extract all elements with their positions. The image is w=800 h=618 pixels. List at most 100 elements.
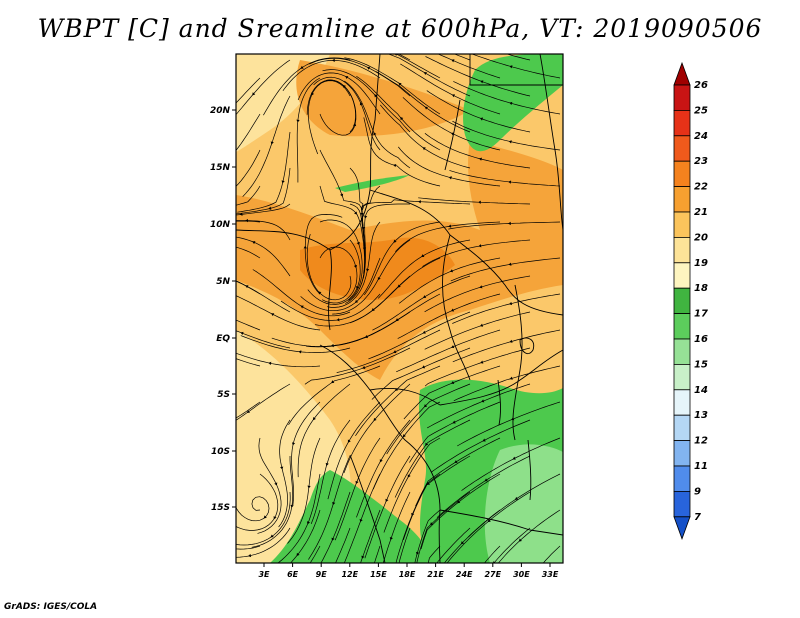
streamline-arrow [345,76,349,79]
streamline [252,269,351,317]
streamline [306,79,356,133]
streamline-arrow [245,218,249,223]
lon-label: 21E [427,570,444,579]
streamline [382,491,411,563]
colorbar-label: 18 [694,283,708,294]
streamline [297,72,381,115]
streamline [334,437,381,541]
streamline [424,133,531,169]
streamline [364,221,441,296]
streamline [394,419,471,498]
streamline-arrow [274,482,278,486]
streamline [397,293,501,339]
streamline-arrow [518,538,522,542]
streamline [236,236,291,277]
streamline [309,545,321,563]
streamline [288,365,381,425]
grads-credit: GrADS: IGES/COLA [4,602,98,612]
streamline-arrow [421,254,425,257]
streamline-arrow [479,323,484,327]
streamline [236,167,291,215]
streamline-arrow [484,478,488,482]
streamline-arrow [478,244,482,248]
wbpt-region-green-northeast [463,54,563,152]
streamline-arrow [239,212,243,216]
streamline [236,220,261,223]
streamline-arrow [290,504,294,508]
streamline [236,527,291,558]
streamline-arrow [400,117,404,121]
streamline-arrow [300,305,304,309]
colorbar-label: 17 [694,309,708,320]
lon-label: 24E [456,570,473,579]
colorbar-swatch [673,465,691,492]
streamline-arrow [450,308,455,312]
streamline-arrow [508,221,511,226]
lon-label: 9E [316,570,328,579]
streamline-arrow [424,106,428,110]
streamline [236,185,261,206]
streamline [313,76,381,151]
colorbar-label: 7 [694,512,701,523]
streamline-arrow [511,417,515,421]
streamline-arrow [296,119,300,123]
streamline-arrow [426,481,431,485]
colorbar-label: 14 [694,385,708,396]
wbpt-region-orange-east [468,140,563,246]
streamline-arrow [449,269,454,273]
streamline [308,455,351,560]
streamline [461,437,561,491]
streamline [320,491,351,563]
streamline-arrow [393,350,397,354]
streamline [368,311,471,360]
colorbar-label: 11 [694,461,708,472]
streamline-arrow [424,404,428,408]
streamline-arrow [512,456,516,460]
streamline [271,329,381,347]
streamline [332,239,411,315]
streamline-arrow [271,313,275,317]
streamline [386,383,471,455]
streamline [362,203,410,279]
streamline [344,57,441,115]
lat-label: 5N [216,277,230,287]
streamline [436,527,471,563]
streamline [319,219,363,301]
streamline [364,455,411,559]
streamline-arrow [460,541,465,545]
streamline [304,347,411,385]
colorbar-swatch [673,160,691,187]
streamline-arrow [454,460,458,463]
streamline [372,401,441,490]
streamline-arrow [452,420,456,424]
streamline-arrow [306,521,311,525]
streamline-arrow [514,496,519,500]
streamline [418,197,531,205]
streamline [297,383,351,478]
colorbar-swatch [673,490,691,518]
streamline [363,117,441,187]
streamline-arrow [411,512,415,516]
streamline-arrow [331,537,335,541]
colorbar-swatch [673,440,691,467]
streamline [322,69,411,133]
streamline-arrow [451,345,455,349]
lat-label: 10S [211,447,230,457]
streamlines [236,54,561,563]
streamline-arrow [356,286,360,290]
streamline-arrow [509,101,513,106]
streamline [287,437,321,544]
streamline-arrow [509,301,513,306]
lat-label: 10N [210,220,231,230]
streamline [452,293,561,324]
streamline-arrow [298,350,302,354]
colorbar-label: 16 [694,334,708,345]
streamline [236,401,261,419]
streamline-arrow [270,534,274,538]
streamline-arrow [246,409,251,413]
streamline [345,203,366,304]
streamline-arrow [364,215,368,219]
lon-label: 6E [287,570,299,579]
streamline-arrow [374,94,378,98]
streamline-arrow [422,330,426,334]
